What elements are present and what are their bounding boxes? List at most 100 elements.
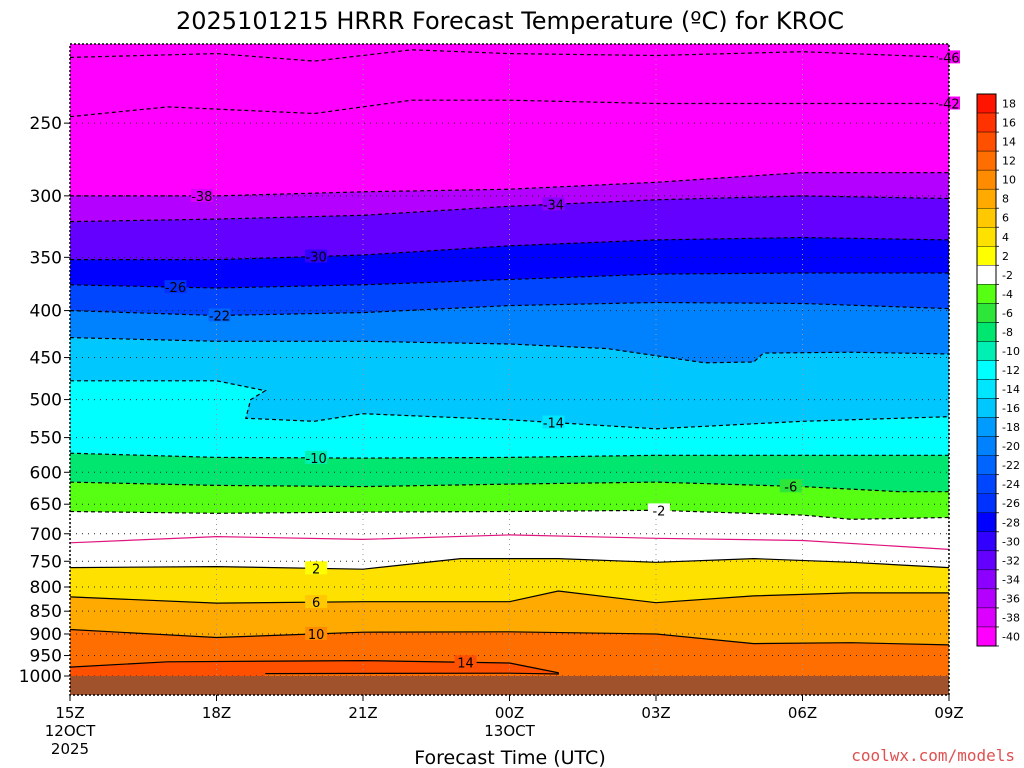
- colorbar-label-4: 4: [1002, 231, 1009, 244]
- contour-label--14: -14: [543, 417, 564, 432]
- y-tick-label-450: 450: [30, 349, 62, 369]
- contour-line--14: [70, 380, 949, 430]
- colorbar-label--32: -32: [1002, 554, 1020, 567]
- y-tick-label-650: 650: [30, 495, 62, 515]
- contour-label-bg: [542, 197, 565, 211]
- contour-lines: [70, 49, 949, 675]
- colorbar-swatch: [976, 360, 997, 380]
- contour-line-14: [70, 659, 559, 675]
- colorbar-swatch: [976, 341, 997, 361]
- colorbar-swatch: [976, 474, 997, 494]
- y-tick-label-550: 550: [30, 429, 62, 449]
- contour-label--30: -30: [306, 251, 327, 266]
- colorbar-swatch: [976, 246, 997, 266]
- contour-label-bg: [542, 415, 565, 429]
- colorbar-swatch: [976, 208, 997, 228]
- contour-label-bg: [305, 249, 328, 263]
- contour-line--46: [70, 49, 949, 62]
- contour-label-bg: [938, 96, 960, 110]
- colorbar-swatch: [976, 512, 997, 532]
- contour-label-bg: [305, 561, 328, 575]
- colorbar-label-12: 12: [1002, 155, 1016, 168]
- x-tick-label: 21Z: [348, 704, 377, 722]
- y-tick-label-250: 250: [30, 114, 62, 134]
- colorbar-label--20: -20: [1002, 440, 1020, 453]
- colorbar-label--16: -16: [1002, 402, 1020, 415]
- chart-title: 2025101215 HRRR Forecast Temperature (ºC…: [176, 7, 844, 35]
- contour-line-6: [70, 590, 949, 604]
- colorbar-swatch: [976, 93, 997, 114]
- colorbar-swatch: [976, 188, 997, 209]
- colorbar-swatch: [976, 588, 997, 609]
- x-axis-label: Forecast Time (UTC): [414, 747, 605, 768]
- colorbar-swatch: [976, 493, 997, 513]
- contour-label-bg: [190, 188, 213, 202]
- temperature-fill: [70, 44, 949, 676]
- x-tick-label: 09Z: [934, 704, 963, 722]
- colorbar-label--10: -10: [1002, 345, 1020, 358]
- x-tick-label: 12OCT: [45, 722, 96, 740]
- contour-line--42: [70, 99, 949, 118]
- contour-line--18: [70, 337, 949, 364]
- colorbar-label-6: 6: [1002, 212, 1009, 225]
- x-tick-label: 13OCT: [484, 722, 535, 740]
- contour-line-2: [70, 557, 949, 570]
- colorbar-label--34: -34: [1002, 573, 1020, 586]
- colorbar-swatch: [976, 531, 997, 552]
- y-tick-label-400: 400: [30, 302, 62, 322]
- ground-layer: [70, 676, 949, 695]
- y-tick-label-900: 900: [30, 625, 62, 645]
- contour-label--10: -10: [306, 452, 327, 467]
- colorbar-label-10: 10: [1002, 174, 1016, 187]
- colorbar-swatch: [976, 284, 997, 304]
- site-credit: coolwx.com/models: [851, 746, 1015, 765]
- colorbar-label--14: -14: [1002, 383, 1020, 396]
- contour-label-bg: [647, 503, 670, 517]
- contour-label-bg: [305, 595, 328, 609]
- contour-line-0: [70, 534, 949, 550]
- colorbar-swatch: [976, 303, 997, 323]
- colorbar-label--40: -40: [1002, 630, 1020, 643]
- colorbar-swatch: [976, 626, 997, 647]
- contour-label--34: -34: [543, 198, 564, 213]
- colorbar-swatch: [976, 227, 997, 247]
- y-tick-label-500: 500: [30, 391, 62, 411]
- colorbar-label--4: -4: [1002, 288, 1013, 301]
- contour-label--38: -38: [191, 190, 212, 205]
- y-tick-label-750: 750: [30, 552, 62, 572]
- colorbar-label--26: -26: [1002, 497, 1020, 510]
- x-tick-label: 15Z: [55, 704, 84, 722]
- colorbar-swatch: [976, 550, 997, 571]
- fill-band-below-14: [70, 660, 559, 676]
- colorbar-label-2: 2: [1002, 250, 1009, 263]
- colorbar-frame: [976, 93, 997, 647]
- contour-label-bg: [208, 308, 231, 322]
- colorbar-label--6: -6: [1002, 307, 1013, 320]
- colorbar-label-18: 18: [1002, 98, 1016, 111]
- colorbar-swatch: [976, 436, 997, 456]
- colorbar-label--12: -12: [1002, 364, 1020, 377]
- x-tick-label: 18Z: [202, 704, 231, 722]
- contour-line--2: [70, 509, 949, 520]
- y-tick-label-1000: 1000: [19, 667, 62, 687]
- colorbar-swatch: [976, 112, 997, 133]
- colorbar-swatch: [976, 131, 997, 152]
- grid-lines: [70, 44, 949, 676]
- colorbar-label--18: -18: [1002, 421, 1020, 434]
- colorbar-label--36: -36: [1002, 592, 1020, 605]
- x-tick-label: 00Z: [495, 704, 524, 722]
- colorbar-label--38: -38: [1002, 611, 1020, 624]
- contour-label-14: 14: [457, 656, 474, 671]
- y-tick-label-800: 800: [30, 578, 62, 598]
- y-tick-label-600: 600: [30, 463, 62, 483]
- colorbar-swatch: [976, 398, 997, 418]
- colorbar-label-14: 14: [1002, 136, 1016, 149]
- contour-label--6: -6: [784, 480, 797, 495]
- colorbar-label--8: -8: [1002, 326, 1013, 339]
- colorbar-label--28: -28: [1002, 516, 1020, 529]
- contour-label--22: -22: [209, 309, 230, 324]
- colorbar-swatch: [976, 265, 997, 285]
- colorbar-swatch: [976, 569, 997, 590]
